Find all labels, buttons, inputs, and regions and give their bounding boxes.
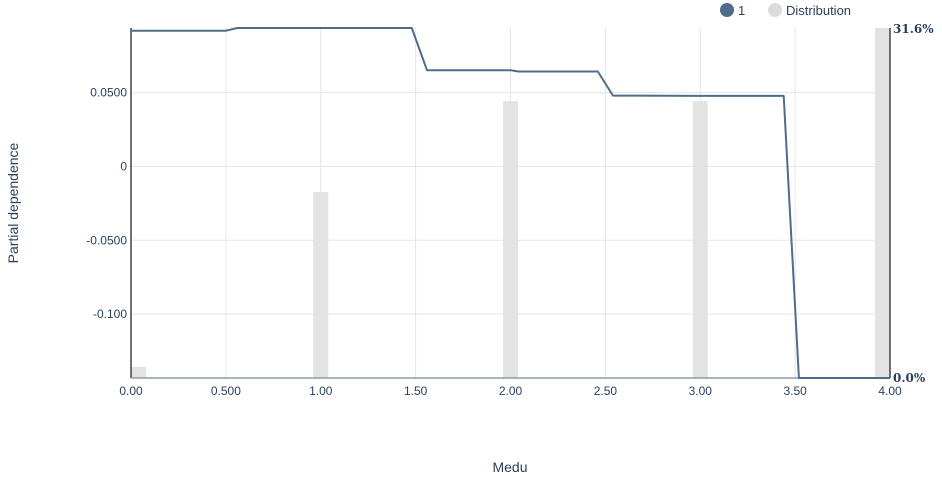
y-tick-label: -0.0500 [86, 233, 127, 247]
distribution-bar [503, 101, 518, 379]
x-tick-label: 4.00 [878, 384, 902, 398]
distribution-bar [875, 28, 890, 378]
y2-bottom-label: 0.0% [893, 371, 926, 385]
legend-distribution-swatch [768, 3, 782, 17]
x-axis-title: Medu [492, 459, 527, 475]
legend-distribution-label: Distribution [786, 3, 851, 18]
x-tick-label: 0.00 [119, 384, 143, 398]
x-tick-label: 2.00 [499, 384, 523, 398]
distribution-bar [313, 191, 329, 378]
legend-series-label: 1 [738, 3, 745, 18]
x-tick-label: 3.50 [783, 384, 807, 398]
y-tick-label: 0.0500 [90, 86, 127, 100]
x-tick-label: 3.00 [689, 384, 713, 398]
distribution-bar [131, 366, 146, 378]
distribution-bar [692, 101, 708, 379]
y-tick-label: 0 [120, 159, 127, 173]
legend-item-distribution[interactable]: Distribution [768, 3, 851, 18]
tick-labels: 0.00 0.500 1.00 1.50 2.00 2.50 3.00 3.50 4.00 0.0… [86, 86, 902, 398]
x-tick-label: 1.00 [309, 384, 333, 398]
series-line [131, 27, 890, 379]
x-tick-label: 2.50 [594, 384, 618, 398]
y-axis-title: Partial dependence [5, 142, 21, 263]
legend[interactable]: 1 Distribution [720, 3, 851, 18]
x-tick-label: 0.500 [211, 384, 241, 398]
legend-item-series[interactable]: 1 [720, 3, 745, 18]
series-lines [131, 27, 890, 379]
y2-top-label: 31.6% [893, 22, 934, 36]
y-tick-label: -0.100 [93, 307, 127, 321]
distribution-bars [131, 28, 890, 379]
legend-series-swatch [720, 3, 734, 17]
axes [130, 28, 891, 379]
x-tick-label: 1.50 [404, 384, 428, 398]
